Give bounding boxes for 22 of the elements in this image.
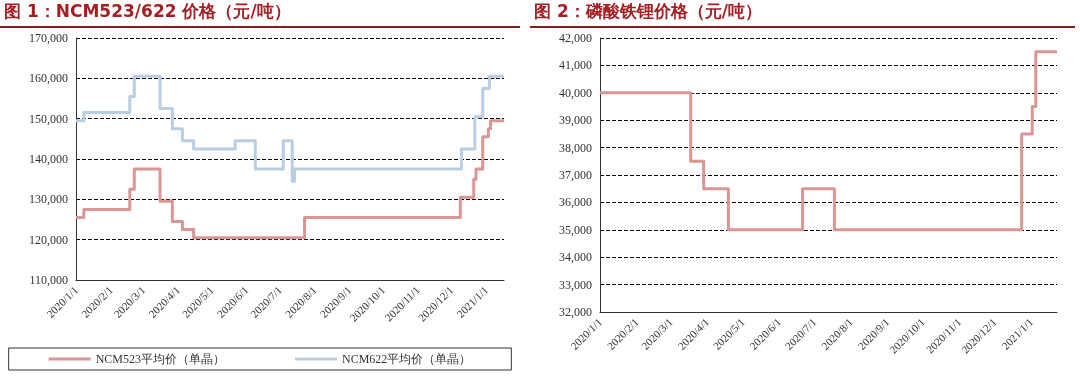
y-tick-label: 40,000 [559, 85, 592, 100]
legend-label: NCM523平均价（单晶） [95, 352, 225, 366]
chart-title: 图 2：磷酸铁锂价格（元/吨） [530, 0, 1075, 28]
y-tick-label: 160,000 [29, 71, 68, 86]
y-tick-label: 34,000 [559, 250, 592, 265]
y-tick-label: 33,000 [559, 277, 592, 292]
y-tick-label: 35,000 [559, 222, 592, 237]
y-tick-label: 140,000 [29, 152, 68, 166]
y-tick-label: 32,000 [559, 305, 592, 319]
y-tick-label: 36,000 [559, 195, 592, 210]
y-tick-label: 42,000 [559, 31, 592, 45]
y-tick-label: 38,000 [559, 140, 592, 155]
y-tick-label: 130,000 [29, 192, 68, 207]
y-tick-label: 110,000 [29, 273, 68, 287]
y-tick-label: 150,000 [29, 111, 68, 126]
y-tick-label: 41,000 [559, 58, 592, 73]
y-tick-label: 37,000 [559, 168, 592, 182]
legend-label: NCM622平均价（单晶） [342, 352, 472, 366]
y-tick-label: 39,000 [559, 113, 592, 128]
y-tick-label: 120,000 [29, 232, 68, 247]
y-tick-label: 170,000 [29, 31, 68, 45]
chart-title: 图 1：NCM523/622 价格（元/吨） [0, 0, 520, 28]
